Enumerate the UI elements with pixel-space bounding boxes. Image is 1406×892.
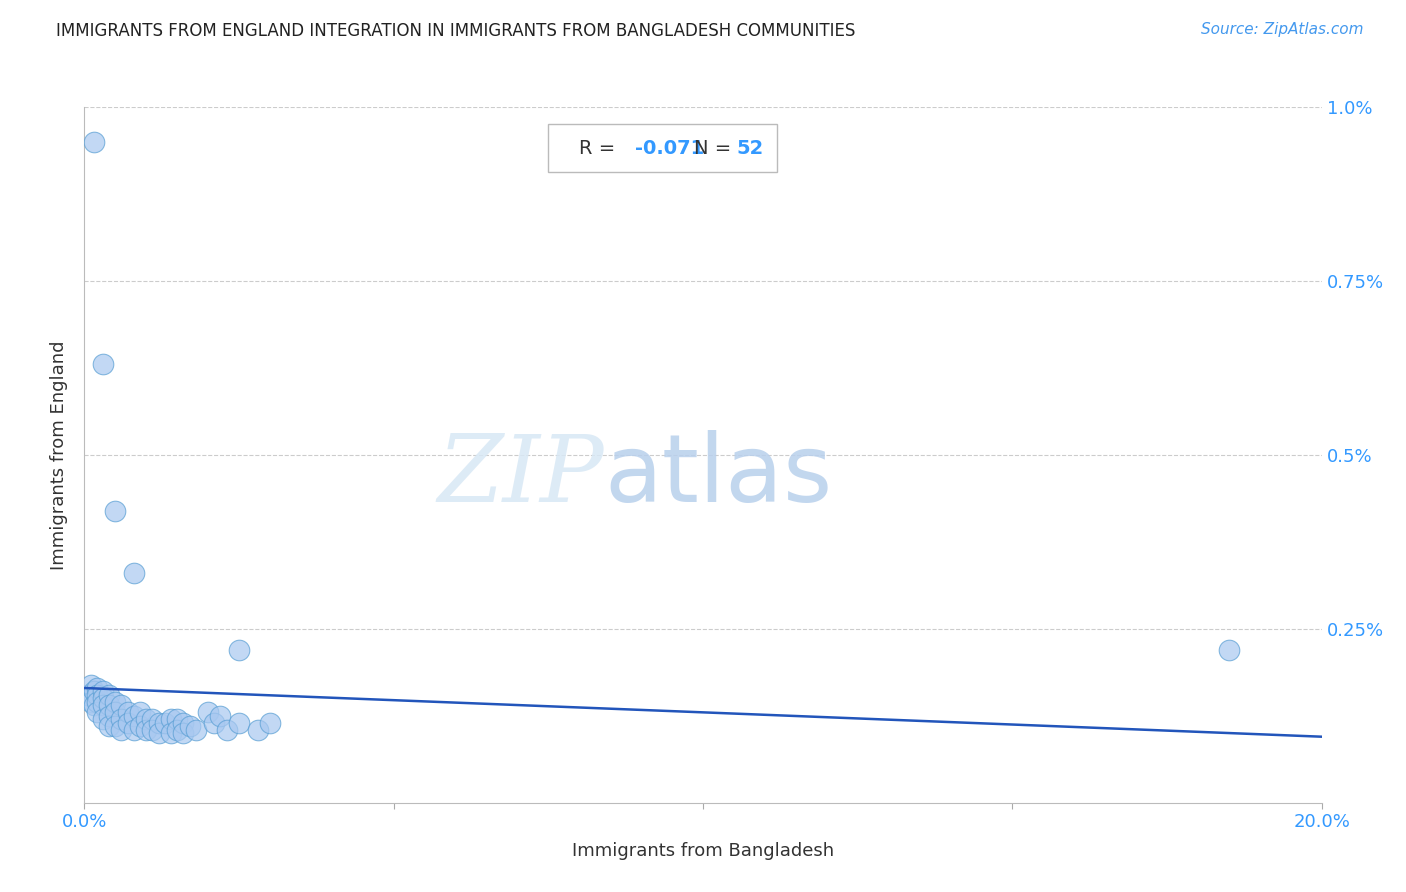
Text: N =: N = bbox=[695, 138, 738, 158]
Point bbox=[91, 684, 114, 698]
Text: Source: ZipAtlas.com: Source: ZipAtlas.com bbox=[1201, 22, 1364, 37]
Point bbox=[98, 708, 121, 723]
Point bbox=[91, 691, 114, 706]
Point bbox=[1218, 642, 1240, 657]
Text: -0.071: -0.071 bbox=[636, 138, 704, 158]
Point bbox=[166, 712, 188, 726]
Point bbox=[98, 698, 121, 713]
Point bbox=[110, 698, 132, 713]
Point bbox=[166, 723, 188, 737]
Point bbox=[202, 715, 225, 730]
Point bbox=[135, 712, 157, 726]
Point bbox=[160, 712, 183, 726]
Point bbox=[141, 723, 163, 737]
Point bbox=[179, 719, 201, 733]
Point bbox=[86, 695, 108, 709]
Point bbox=[79, 677, 101, 691]
Point bbox=[160, 726, 183, 740]
Point bbox=[104, 503, 127, 517]
Point bbox=[110, 723, 132, 737]
Point bbox=[122, 566, 145, 581]
Point bbox=[141, 712, 163, 726]
Point bbox=[122, 723, 145, 737]
Point bbox=[129, 719, 152, 733]
Point bbox=[153, 715, 176, 730]
Point bbox=[197, 706, 219, 720]
Text: atlas: atlas bbox=[605, 430, 832, 522]
Point bbox=[104, 706, 127, 720]
Point bbox=[228, 642, 250, 657]
Point bbox=[91, 698, 114, 713]
Point bbox=[172, 726, 194, 740]
Point bbox=[91, 358, 114, 372]
Point bbox=[76, 688, 98, 702]
Point bbox=[172, 715, 194, 730]
Point bbox=[117, 715, 139, 730]
Point bbox=[246, 723, 269, 737]
Point bbox=[98, 688, 121, 702]
Point bbox=[148, 715, 170, 730]
Point bbox=[86, 688, 108, 702]
Point bbox=[117, 706, 139, 720]
Point bbox=[228, 715, 250, 730]
Point bbox=[83, 135, 105, 149]
Y-axis label: Immigrants from England: Immigrants from England bbox=[51, 340, 69, 570]
Point bbox=[259, 715, 281, 730]
Point bbox=[98, 719, 121, 733]
Point bbox=[83, 684, 105, 698]
FancyBboxPatch shape bbox=[548, 124, 778, 172]
Point bbox=[122, 708, 145, 723]
Point bbox=[184, 723, 207, 737]
Text: ZIP: ZIP bbox=[437, 431, 605, 521]
Point bbox=[215, 723, 238, 737]
Point bbox=[148, 726, 170, 740]
X-axis label: Immigrants from Bangladesh: Immigrants from Bangladesh bbox=[572, 842, 834, 860]
Point bbox=[110, 712, 132, 726]
Point bbox=[91, 712, 114, 726]
Text: R =: R = bbox=[579, 138, 621, 158]
Text: IMMIGRANTS FROM ENGLAND INTEGRATION IN IMMIGRANTS FROM BANGLADESH COMMUNITIES: IMMIGRANTS FROM ENGLAND INTEGRATION IN I… bbox=[56, 22, 856, 40]
Point bbox=[104, 719, 127, 733]
Point bbox=[79, 695, 101, 709]
Point bbox=[209, 708, 232, 723]
Point bbox=[104, 695, 127, 709]
Text: 52: 52 bbox=[737, 138, 763, 158]
Point bbox=[129, 706, 152, 720]
Point bbox=[83, 698, 105, 713]
Point bbox=[86, 706, 108, 720]
Point bbox=[86, 681, 108, 695]
Point bbox=[135, 723, 157, 737]
